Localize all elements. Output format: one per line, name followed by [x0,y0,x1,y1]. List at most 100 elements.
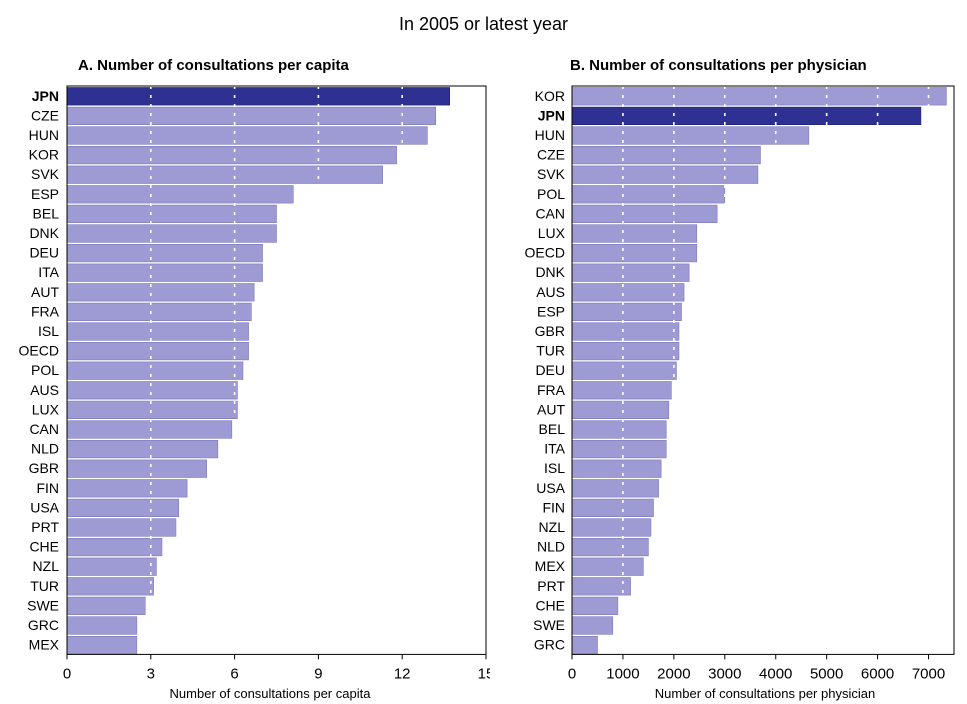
chart-a-category-label: KOR [29,147,59,163]
chart-a-plot-frame [66,85,487,655]
chart-a-category-label: GRC [28,617,59,633]
chart-a-category-label: MEX [29,637,60,653]
chart-a-category-label: GBR [29,460,59,476]
chart-a-category-label: USA [30,499,59,515]
chart-b-bar-nzl [571,518,652,537]
chart-a-category-label: CAN [29,421,59,437]
chart-a-title: A. Number of consultations per capita [78,57,350,74]
chart-a-bar-lux [66,400,238,420]
chart-b-category-label: HUN [535,127,565,143]
chart-b-bar-isl [571,459,662,478]
chart-b-category-label: POL [537,186,565,202]
chart-a-bar-prt [66,518,177,537]
chart-b-x-tick-label: 6000 [861,665,894,682]
chart-a-bar-gbr [66,459,207,478]
figure-title: In 2005 or latest year [398,14,569,34]
chart-a: A. Number of consultations per capita JPN… [19,57,490,701]
chart-a-category-label: POL [31,362,59,378]
chart-b-bar-deu [571,361,677,380]
chart-b-bar-mex [571,557,644,576]
chart-b-bar-tur [571,341,680,361]
chart-a-x-tick-label: 3 [147,665,155,682]
chart-a-bar-esp [66,185,294,204]
chart-a-bar-kor [66,146,397,165]
chart-b-category-label: DEU [535,362,565,378]
chart-b-category-label: BEL [539,421,566,437]
chart-a-bar-can [66,420,233,439]
chart-a-category-label: BEL [33,205,60,221]
chart-b-bar-fin [571,498,654,518]
chart-a-x-tick-label: 0 [63,665,71,682]
chart-b-bar-pol [571,185,726,204]
chart-b-category-label: FIN [542,499,565,515]
chart-a-category-label: ISL [38,323,59,339]
chart-a-bar-ita [66,263,263,282]
chart-b-bar-nld [571,537,649,557]
chart-b-category-label: SWE [533,617,565,633]
chart-b-bar-cze [571,146,761,165]
chart-b-category-label: NLD [537,539,565,555]
chart-a-bar-aus [66,381,238,400]
chart-b-category-label: ITA [544,441,565,457]
chart-b-category-label: ESP [537,303,565,319]
chart-b-bar-usa [571,479,659,498]
chart-a-bar-isl [66,322,249,341]
chart-a-bar-swe [66,596,146,615]
chart-b-category-label: NZL [539,519,566,535]
chart-a-bar-nzl [66,557,157,576]
chart-b-bar-bel [571,420,667,439]
chart-a-bar-pol [66,361,244,380]
chart-a-category-label: NZL [33,558,60,574]
chart-b-bar-svk [571,165,759,184]
chart-b-bar-can [571,204,718,224]
chart-b-bar-kor [571,87,947,106]
chart-a-bar-bel [66,204,277,224]
chart-b-x-axis-label: Number of consultations per physician [655,686,875,701]
chart-b-category-label: OECD [525,245,565,261]
chart-a-bar-dnk [66,224,277,243]
chart-b-category-label: AUT [537,401,565,417]
chart-b-bar-ita [571,439,667,459]
chart-b-bar-aus [571,283,685,302]
chart-a-bar-cze [66,106,437,125]
chart-b-category-label: KOR [535,88,565,104]
chart-b-category-label: TUR [536,343,565,359]
chart-a-bar-grc [66,616,138,635]
chart-b-x-tick-label: 3000 [708,665,741,682]
chart-b-category-label: GBR [535,323,565,339]
chart-b-bar-esp [571,302,682,322]
chart-b-bar-prt [571,577,631,596]
chart-b-category-label: CHE [535,597,565,613]
chart-a-bar-aut [66,283,255,302]
chart-a-category-label: LUX [32,401,60,417]
chart-a-bar-mex [66,635,138,655]
chart-b-category-label: GRC [534,637,565,653]
chart-b-category-label: AUS [536,284,565,300]
chart-b-bar-swe [571,616,614,635]
chart-a-bar-che [66,537,163,557]
chart-a-bar-usa [66,498,180,518]
chart-a-bar-deu [66,244,263,263]
chart-a-category-label: SVK [31,166,60,182]
chart-b-category-label: SVK [537,166,566,182]
chart-a-category-label: JPN [32,88,59,104]
chart-b: B. Number of consultations per physician… [525,57,955,701]
chart-a-bar-fin [66,479,188,498]
chart-b-x-tick-label: 7000 [912,665,945,682]
chart-b-title: B. Number of consultations per physician [570,57,867,74]
chart-b-category-label: DNK [535,264,565,280]
chart-a-bar-oecd [66,341,249,361]
chart-a-category-label: AUT [31,284,59,300]
chart-a-category-label: DNK [29,225,59,241]
chart-a-category-label: FIN [36,480,59,496]
chart-b-bar-fra [571,381,672,400]
chart-b-bar-oecd [571,244,698,263]
chart-a-x-tick-label: 9 [314,665,322,682]
chart-b-bar-dnk [571,263,690,282]
chart-b-plot-frame [571,85,955,655]
chart-b-bar-hun [571,126,810,145]
chart-a-category-label: NLD [31,441,59,457]
chart-a-category-label: PRT [31,519,59,535]
chart-b-bar-grc [571,635,598,655]
